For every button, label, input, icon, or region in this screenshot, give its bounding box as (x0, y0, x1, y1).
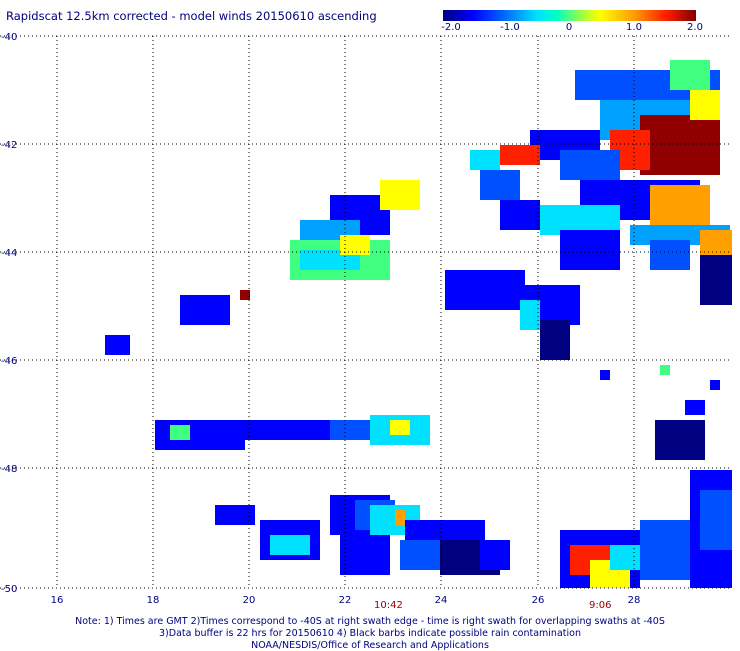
wind-cell (670, 60, 710, 90)
latitude-label: -48 (1, 464, 17, 475)
wind-cell (610, 545, 640, 570)
latitude-label: -44 (1, 248, 17, 259)
wind-cell (215, 505, 255, 525)
longitude-label: 26 (532, 595, 545, 606)
note-line-2: 3)Data buffer is 22 hrs for 20150610 4) … (159, 628, 581, 639)
wind-cell (560, 150, 620, 180)
wind-cell (340, 535, 390, 575)
wind-cell (690, 90, 720, 120)
latitude-label: -50 (1, 584, 17, 595)
wind-cell (520, 300, 540, 330)
wind-cell (105, 335, 130, 355)
note-line-3: NOAA/NESDIS/Office of Research and Appli… (251, 640, 489, 651)
wind-cell (170, 425, 190, 440)
wind-difference-cells (105, 60, 732, 588)
swath-time-label: 9:06 (589, 600, 612, 611)
wind-cell (710, 380, 720, 390)
wind-cell (270, 535, 310, 555)
wind-cell (640, 520, 690, 580)
wind-cell (390, 420, 410, 435)
wind-cell (470, 150, 500, 170)
wind-cell (640, 115, 720, 175)
colorbar-tick-label: -1.0 (500, 22, 520, 33)
latitude-label: -46 (1, 356, 17, 367)
wind-cell (480, 540, 510, 570)
wind-cell (540, 320, 570, 360)
wind-cell (655, 420, 705, 460)
wind-cell (685, 400, 705, 415)
wind-cell (650, 240, 690, 270)
colorbar-tick-label: 1.0 (626, 22, 642, 33)
latitude-labels: -40 -42 -44 -46 -48 -50 (1, 32, 17, 595)
swath-time-label: 10:42 (374, 600, 403, 611)
wind-cell (400, 540, 440, 570)
colorbar-tick-label: -2.0 (441, 22, 461, 33)
wind-cell (500, 200, 540, 230)
wind-cell (445, 270, 525, 310)
latitude-label: -40 (1, 32, 17, 43)
longitude-label: 16 (51, 595, 64, 606)
longitude-labels: 16 18 20 22 24 26 28 (51, 595, 641, 606)
longitude-label: 24 (435, 595, 448, 606)
colorbar-tick-label: 0 (565, 22, 573, 33)
longitude-label: 18 (147, 595, 160, 606)
wind-cell (560, 230, 620, 270)
colorbar (443, 10, 696, 21)
wind-cell (600, 370, 610, 380)
longitude-label: 22 (339, 595, 352, 606)
colorbar-tick-label: 2.0 (687, 22, 703, 33)
wind-cell (395, 510, 405, 525)
map-grid (0, 35, 732, 589)
longitude-label: 28 (628, 595, 641, 606)
note-line-1: Note: 1) Times are GMT 2)Times correspon… (75, 616, 665, 627)
map-title: Rapidscat 12.5km corrected - model winds… (6, 9, 377, 23)
wind-cell (380, 180, 420, 210)
wind-cell (180, 295, 230, 325)
wind-cell (480, 170, 520, 200)
wind-cell (230, 420, 330, 440)
longitude-label: 20 (243, 595, 256, 606)
latitude-label: -42 (1, 140, 17, 151)
wind-cell (240, 290, 250, 300)
wind-cell (660, 365, 670, 375)
wind-cell (650, 185, 710, 225)
wind-cell (700, 255, 732, 305)
wind-cell (500, 145, 540, 165)
wind-cell (700, 490, 732, 550)
wind-cell (340, 235, 370, 255)
